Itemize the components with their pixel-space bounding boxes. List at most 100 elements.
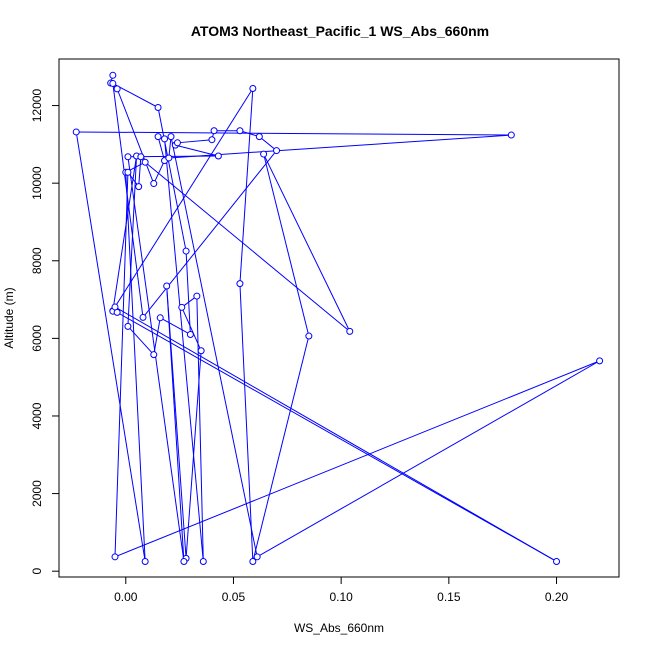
data-point xyxy=(165,154,173,162)
data-point xyxy=(193,292,201,300)
data-point xyxy=(124,153,132,161)
data-point xyxy=(186,330,194,338)
y-axis-label: Altitude (m) xyxy=(2,287,16,348)
series-line-segment xyxy=(166,285,185,562)
y-tick-label: 6000 xyxy=(30,325,44,352)
series-line-segment xyxy=(239,88,254,284)
series-line-segment xyxy=(142,150,277,318)
data-point xyxy=(109,79,117,87)
data-point xyxy=(113,85,121,93)
data-point xyxy=(214,152,222,160)
data-point xyxy=(210,127,218,135)
y-tick-label: 2000 xyxy=(30,480,44,507)
data-point xyxy=(109,71,117,79)
data-point xyxy=(182,247,190,255)
data-point xyxy=(167,133,175,141)
series-line-segment xyxy=(116,311,557,562)
data-point xyxy=(178,303,186,311)
series-line-segment xyxy=(153,160,165,184)
data-point xyxy=(180,557,188,565)
data-point xyxy=(305,332,313,340)
x-tick-label: 0.20 xyxy=(545,590,569,604)
series-line-segment xyxy=(185,350,202,559)
series-line-segment xyxy=(114,306,557,562)
series-line-segment xyxy=(177,139,212,144)
series-line-segment xyxy=(112,83,144,318)
series-line-segment xyxy=(112,83,159,108)
data-point xyxy=(199,557,207,565)
series-line-segment xyxy=(256,360,600,558)
y-tick-label: 0 xyxy=(30,568,44,575)
x-tick-label: 0.15 xyxy=(437,590,461,604)
data-point xyxy=(208,136,216,144)
data-point xyxy=(111,553,119,561)
data-point xyxy=(150,351,158,359)
series-line-segment xyxy=(168,134,512,159)
data-point xyxy=(137,153,145,161)
y-axis: 0 2000 4000 6000 8000 10000 12000 xyxy=(30,89,60,575)
series-line-segment xyxy=(263,153,310,337)
data-point xyxy=(253,553,261,561)
data-point xyxy=(197,347,205,355)
data-point xyxy=(255,133,263,141)
chart-title: ATOM3 Northeast_Pacific_1 WS_Abs_660nm xyxy=(191,23,489,39)
data-point xyxy=(273,147,281,155)
data-point xyxy=(135,183,143,191)
y-tick-label: 12000 xyxy=(30,89,44,123)
x-tick-label: 0.05 xyxy=(222,590,246,604)
series-line-segment xyxy=(127,156,185,562)
series-line-segment xyxy=(114,172,129,557)
series-line-segment xyxy=(125,172,146,562)
series-line-segment xyxy=(127,326,155,356)
data-point xyxy=(249,84,257,92)
y-tick-label: 10000 xyxy=(30,166,44,200)
data-point xyxy=(596,357,604,365)
series-line-segment xyxy=(258,136,277,151)
x-axis: 0.00 0.05 0.10 0.15 0.20 xyxy=(114,576,569,604)
data-point xyxy=(141,557,149,565)
series-layer xyxy=(72,71,604,565)
data-point xyxy=(72,128,80,136)
y-tick-label: 4000 xyxy=(30,402,44,429)
x-tick-label: 0.00 xyxy=(114,590,138,604)
series-line-segment xyxy=(157,107,187,252)
series-line-segment xyxy=(116,88,155,184)
data-point xyxy=(236,127,244,135)
x-tick-label: 0.10 xyxy=(329,590,353,604)
data-point xyxy=(161,135,169,143)
series-line-segment xyxy=(252,335,310,562)
series-line-segment xyxy=(263,153,351,332)
data-point xyxy=(260,150,268,158)
data-point xyxy=(124,322,132,330)
series-line-segment xyxy=(114,360,600,558)
data-point xyxy=(150,180,158,188)
series-line-segment xyxy=(76,131,512,136)
data-point xyxy=(111,303,119,311)
series-line-segment xyxy=(185,251,191,335)
series-line-segment xyxy=(168,136,172,158)
data-point xyxy=(173,139,181,147)
series-line-segment xyxy=(239,283,254,562)
data-point xyxy=(236,280,244,288)
series-line-segment xyxy=(159,317,191,335)
data-point xyxy=(249,557,257,565)
data-point xyxy=(141,158,149,166)
data-point xyxy=(139,313,147,321)
series-line-segment xyxy=(75,131,146,562)
x-axis-label: WS_Abs_660nm xyxy=(294,621,384,635)
y-tick-label: 8000 xyxy=(30,247,44,274)
series-line-segment xyxy=(144,161,351,332)
series-line-segment xyxy=(153,317,161,355)
series-line-segment xyxy=(196,296,204,562)
data-point xyxy=(507,131,515,139)
series-line-segment xyxy=(127,155,138,327)
series-line-segment xyxy=(181,307,202,351)
series-line-segment xyxy=(175,144,219,157)
data-point xyxy=(154,104,162,112)
data-point xyxy=(154,133,162,141)
series-line-segment xyxy=(170,136,258,557)
series-line-segment xyxy=(112,155,138,311)
data-point xyxy=(124,168,132,176)
data-point xyxy=(346,327,354,335)
